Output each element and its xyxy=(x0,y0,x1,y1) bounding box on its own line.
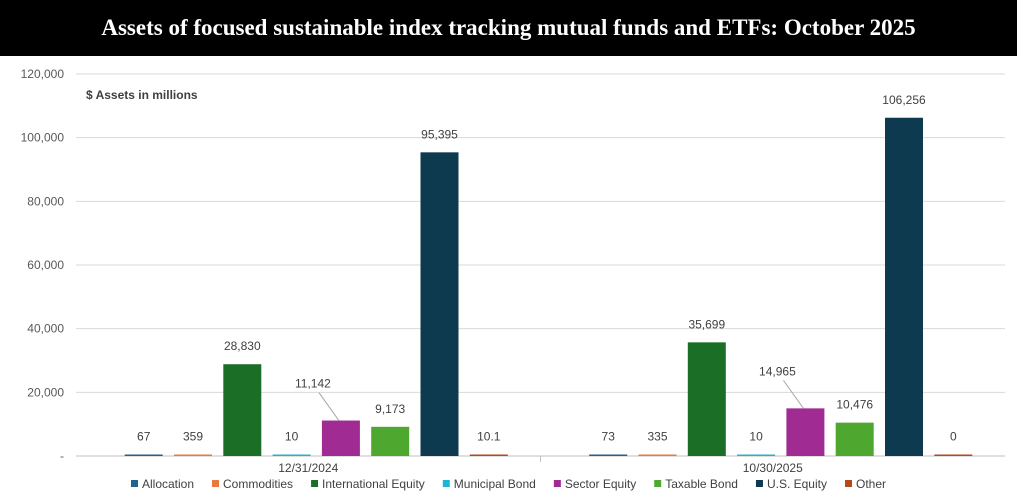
data-label: 0 xyxy=(950,430,957,444)
unit-label: $ Assets in millions xyxy=(86,88,198,102)
bar xyxy=(272,454,311,456)
legend-label: Allocation xyxy=(142,477,194,491)
bar-chart: -20,00040,00060,00080,000100,000120,000 … xyxy=(21,67,1005,491)
data-label: 11,142 xyxy=(295,377,331,391)
bar xyxy=(420,152,459,456)
y-tick-label: 80,000 xyxy=(27,194,64,208)
y-tick-label: 20,000 xyxy=(27,385,64,399)
legend-swatch xyxy=(212,480,220,487)
data-label: 14,965 xyxy=(759,364,796,378)
data-label: 359 xyxy=(183,430,203,444)
legend-label: Municipal Bond xyxy=(454,477,536,491)
x-axis: 12/31/2024 10/30/2025 xyxy=(278,456,803,475)
data-label: 106,256 xyxy=(882,93,926,107)
data-label: 73 xyxy=(602,430,616,444)
bar xyxy=(321,420,360,456)
data-label: 9,173 xyxy=(375,402,405,416)
bar xyxy=(737,454,776,456)
bar xyxy=(589,454,628,456)
data-label: 95,395 xyxy=(421,127,458,141)
legend-swatch xyxy=(311,480,319,487)
bar xyxy=(638,454,677,456)
bars xyxy=(124,117,973,456)
y-tick-label: - xyxy=(60,449,64,463)
data-label: 10 xyxy=(749,430,763,444)
bar xyxy=(786,408,825,456)
legend-label: U.S. Equity xyxy=(767,477,827,491)
legend-swatch xyxy=(755,480,763,487)
legend-swatch xyxy=(844,480,852,487)
data-labels: 67 359 28,830 10 11,142 9,173 95,395 10.1 73 335 3… xyxy=(137,93,957,444)
data-label-leader xyxy=(782,380,804,409)
data-label: 10,476 xyxy=(836,398,873,412)
chart-title: Assets of focused sustainable index trac… xyxy=(0,0,1017,56)
data-label: 67 xyxy=(137,430,151,444)
legend-swatch xyxy=(442,480,450,487)
bar xyxy=(371,426,410,456)
bar xyxy=(223,364,262,456)
bar xyxy=(174,454,212,456)
bar xyxy=(687,342,726,456)
bar xyxy=(934,454,973,456)
data-label: 10.1 xyxy=(477,430,501,444)
bar xyxy=(835,422,874,456)
data-label-leader xyxy=(318,392,340,421)
data-label: 10 xyxy=(285,430,299,444)
legend-label: Commodities xyxy=(223,477,293,491)
y-tick-label: 100,000 xyxy=(21,131,65,145)
data-label: 335 xyxy=(647,430,667,444)
bar xyxy=(885,117,923,456)
data-label: 35,699 xyxy=(688,317,725,331)
legend-swatch xyxy=(130,480,138,487)
legend-swatch xyxy=(553,480,561,487)
legend-label: Other xyxy=(856,477,886,491)
y-tick-label: 120,000 xyxy=(21,67,65,81)
legend-swatch xyxy=(654,480,662,487)
bar xyxy=(469,454,508,456)
data-label: 28,830 xyxy=(224,339,261,353)
category-label: 12/31/2024 xyxy=(278,461,338,475)
y-tick-label: 60,000 xyxy=(27,258,64,272)
y-axis: - 20,000 40,000 60,000 80,000 100,000 120,000 xyxy=(21,67,65,463)
y-tick-label: 40,000 xyxy=(27,322,64,336)
legend-label: Sector Equity xyxy=(565,477,636,491)
bar xyxy=(124,454,163,456)
legend-label: International Equity xyxy=(322,477,425,491)
legend: Allocation Commodities International Equit… xyxy=(130,477,886,491)
legend-label: Taxable Bond xyxy=(665,477,738,491)
category-label: 10/30/2025 xyxy=(743,461,803,475)
